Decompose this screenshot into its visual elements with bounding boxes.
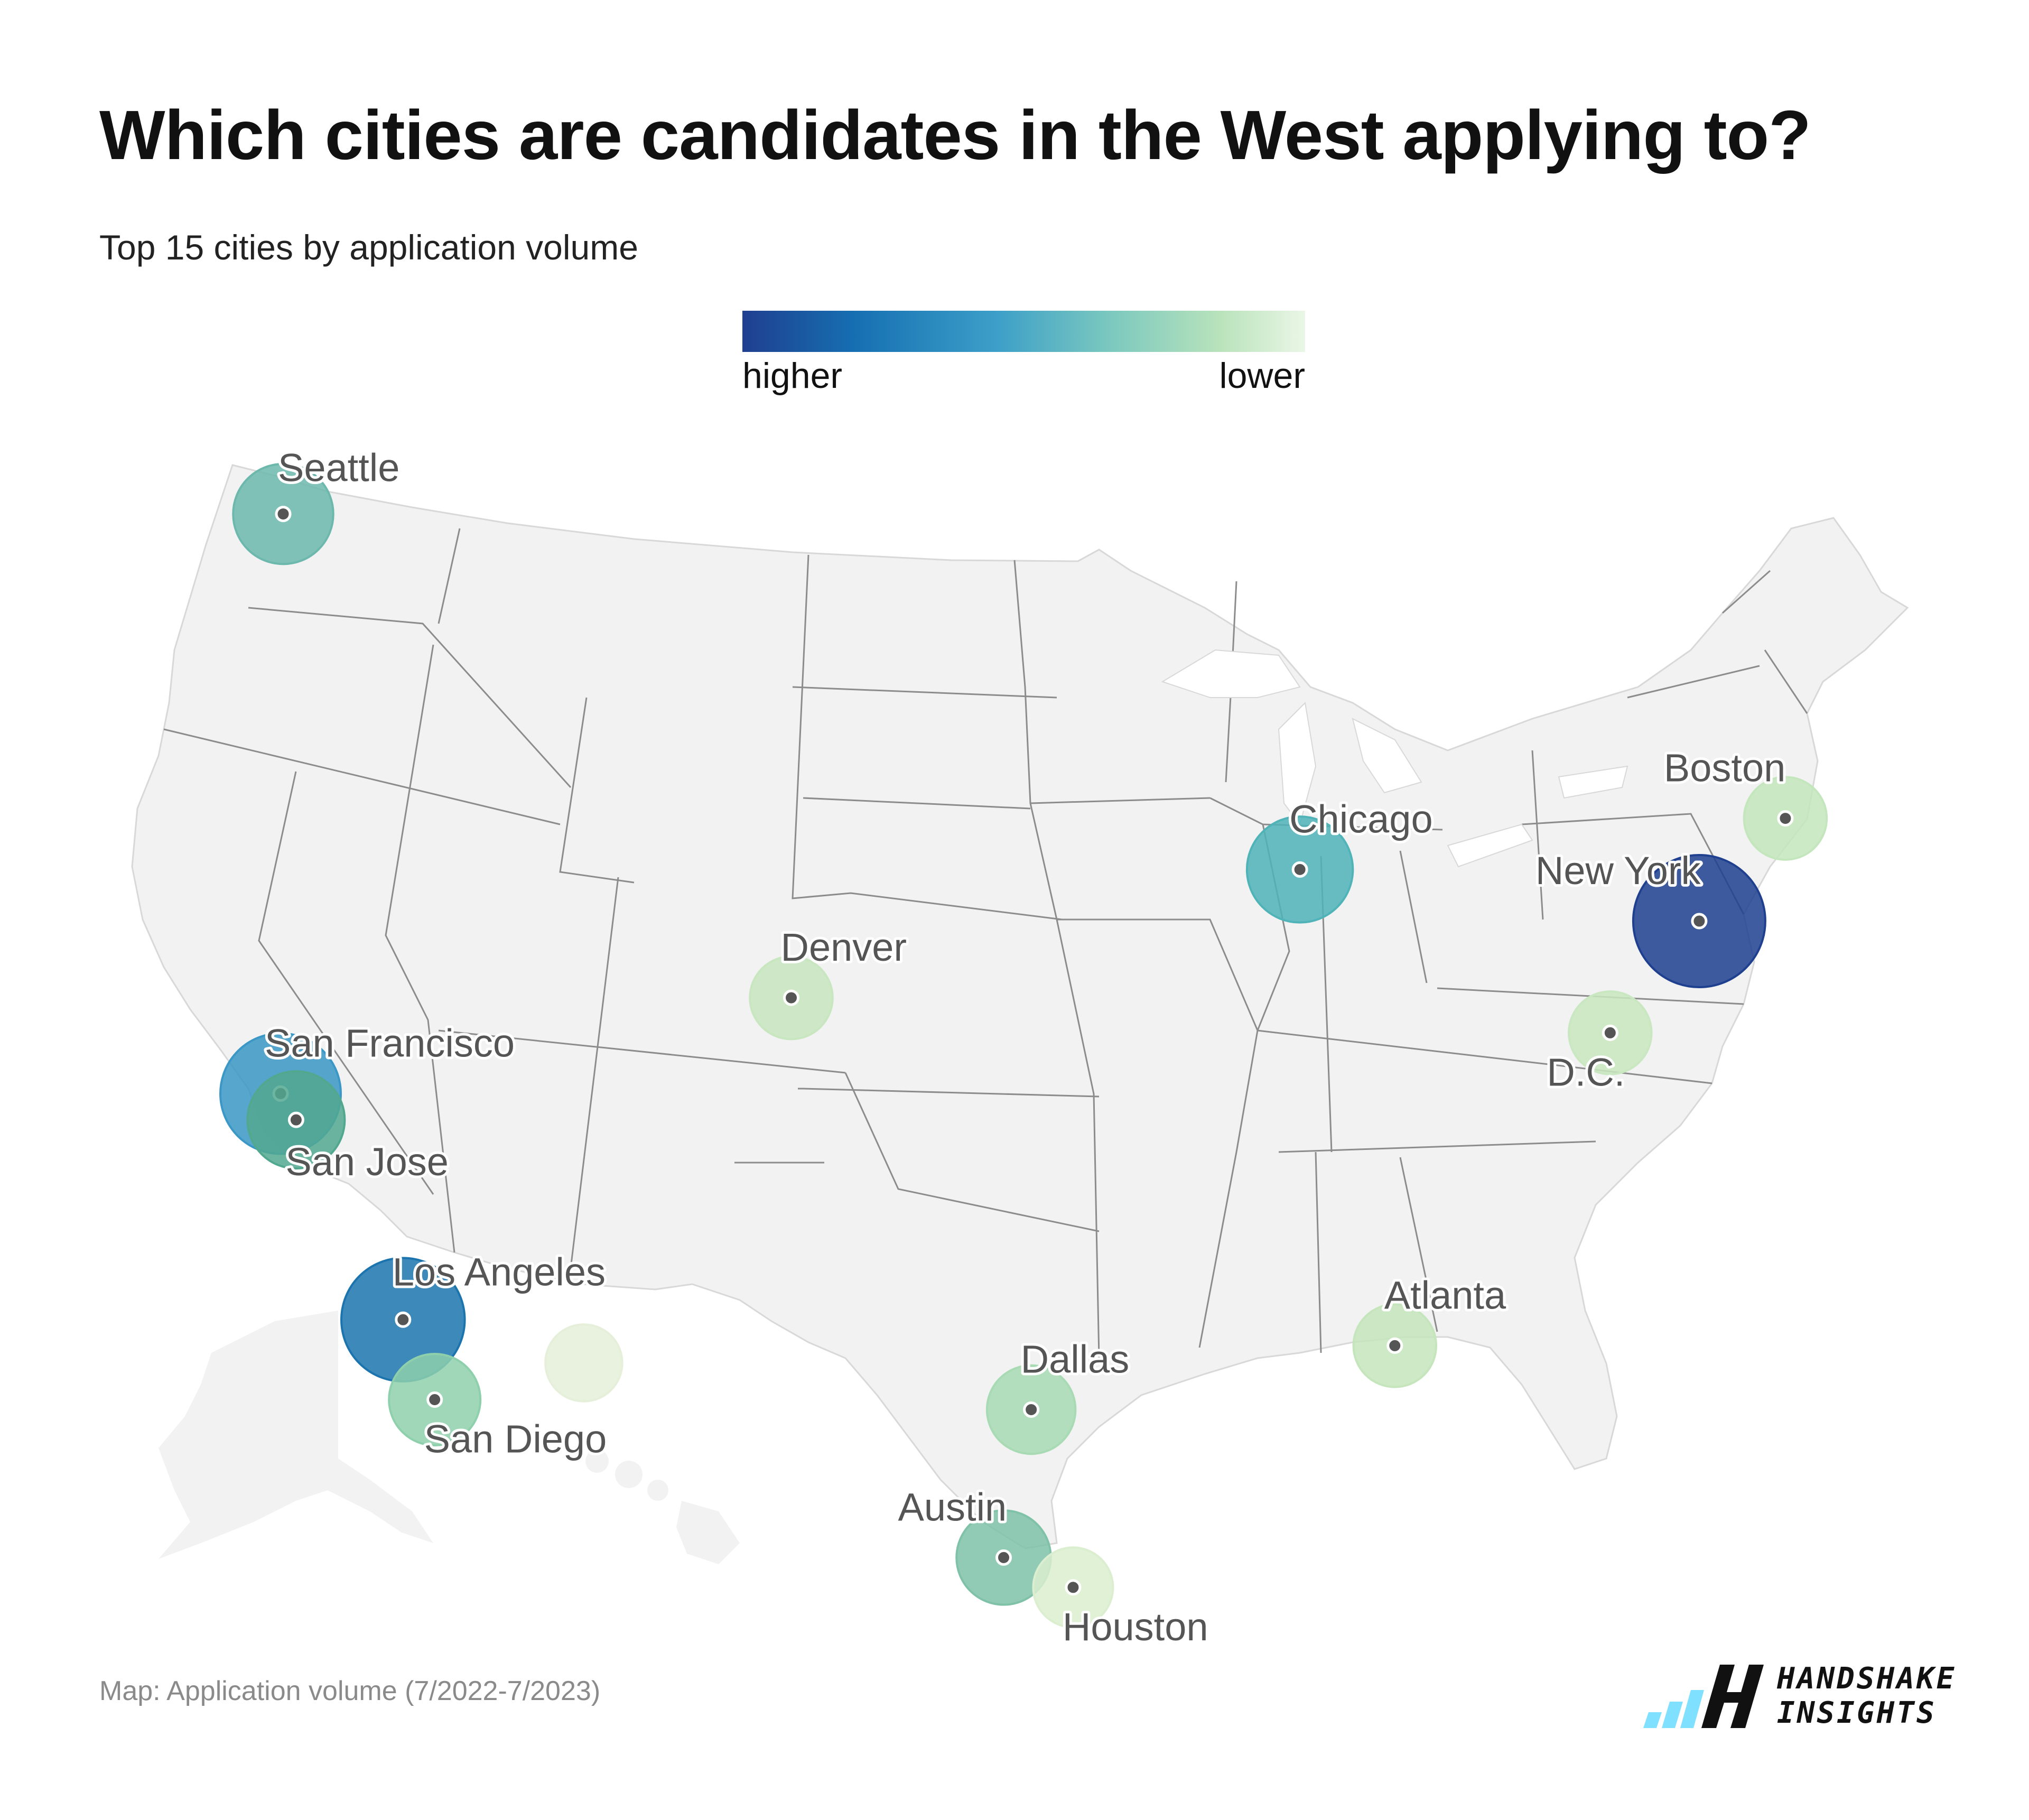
handshake-insights-logo: HANDSHAKE INSIGHTS — [1643, 1661, 1956, 1730]
city-label-d-c-: D.C. — [1547, 1050, 1625, 1094]
city-label-san-jose: San Jose — [285, 1140, 449, 1184]
city-dot — [275, 506, 292, 523]
logo-h-icon — [1701, 1665, 1764, 1728]
city-label-new-york: New York — [1535, 849, 1701, 893]
city-dot — [426, 1391, 443, 1408]
page-title: Which cities are candidates in the West … — [99, 96, 1811, 174]
legend-high-label: higher — [742, 356, 843, 396]
page-subtitle: Top 15 cities by application volume — [99, 228, 638, 267]
us-landmass — [131, 464, 1909, 1549]
city-dot — [783, 989, 800, 1006]
city-dot — [1386, 1337, 1403, 1354]
great-lakes — [1161, 649, 1628, 868]
city-label-chicago: Chicago — [1289, 797, 1433, 841]
city-dot — [1602, 1024, 1618, 1041]
city-label-austin: Austin — [898, 1485, 1007, 1529]
city-bubble-unlabeled[interactable] — [544, 1323, 623, 1403]
city-dot — [287, 1111, 304, 1128]
logo-line2: INSIGHTS — [1777, 1696, 1937, 1730]
city-dot — [1023, 1401, 1040, 1418]
color-legend: higher lower — [742, 311, 1305, 396]
city-dot — [1291, 861, 1308, 878]
city-label-san-francisco: San Francisco — [265, 1021, 515, 1065]
city-label-houston: Houston — [1063, 1605, 1208, 1649]
city-dot — [1691, 913, 1708, 930]
legend-labels: higher lower — [742, 355, 1305, 396]
legend-low-label: lower — [1219, 356, 1306, 396]
alaska-inset — [159, 1311, 433, 1559]
city-label-seattle: Seattle — [278, 446, 399, 490]
city-label-san-diego: San Diego — [424, 1417, 607, 1461]
city-dot — [1777, 810, 1794, 827]
city-dot — [995, 1549, 1012, 1566]
city-label-los-angeles: Los Angeles — [393, 1250, 606, 1294]
city-layer: New York Los Angeles San Francisco Chicago S… — [219, 443, 1828, 1651]
city-dot — [1065, 1579, 1082, 1596]
city-label-dallas: Dallas — [1021, 1337, 1130, 1381]
city-label-atlanta: Atlanta — [1384, 1273, 1506, 1317]
footer-source: Map: Application volume (7/2022-7/2023) — [99, 1676, 601, 1706]
logo-line1: HANDSHAKE — [1776, 1661, 1956, 1696]
city-dot — [395, 1311, 412, 1328]
city-label-denver: Denver — [781, 925, 907, 969]
logo-bars-icon — [1643, 1690, 1704, 1728]
city-label-boston: Boston — [1664, 746, 1785, 790]
legend-gradient-bar — [742, 311, 1305, 352]
hawaii-inset — [585, 1450, 740, 1564]
